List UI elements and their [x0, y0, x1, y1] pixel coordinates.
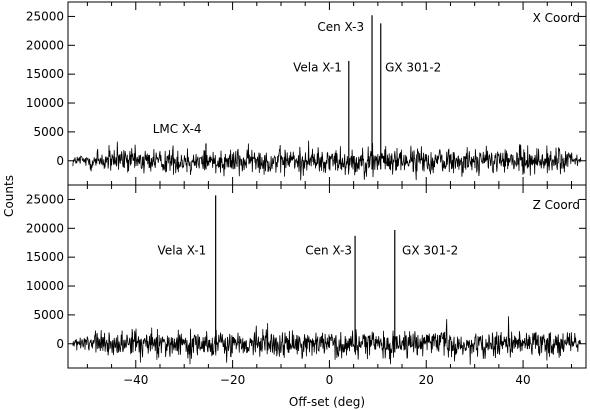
x-axis-title: Off-set (deg) — [289, 395, 365, 409]
bottom-ytick-label: 15000 — [26, 250, 64, 264]
top-ytick-label: 25000 — [26, 9, 64, 23]
bottom-panel-series — [72, 195, 582, 365]
top-ytick-label: 5000 — [33, 125, 64, 139]
bottom-panel-ticks: 0 5000 10000 15000 20000 25000 −40 −20 0 20 40 — [26, 185, 586, 387]
top-source-label: Cen X-3 — [317, 20, 364, 34]
top-panel-ticks: 0 5000 10000 15000 20000 25000 — [26, 2, 586, 185]
top-panel-labels: LMC X-4 Vela X-1 Cen X-3 GX 301-2 — [153, 20, 442, 136]
top-source-label: GX 301-2 — [385, 60, 441, 74]
xtick-label: −40 — [123, 373, 148, 387]
xtick-label: 40 — [515, 373, 530, 387]
xtick-label: 0 — [326, 373, 334, 387]
bottom-ytick-label: 25000 — [26, 192, 64, 206]
top-ytick-label: 0 — [56, 154, 64, 168]
top-corner-label: X Coord — [533, 11, 580, 25]
bottom-noise-trace — [72, 316, 582, 365]
top-panel-series — [72, 15, 582, 181]
top-ytick-label: 15000 — [26, 67, 64, 81]
bottom-ytick-label: 0 — [56, 337, 64, 351]
top-source-label: Vela X-1 — [293, 60, 342, 74]
top-ytick-label: 10000 — [26, 96, 64, 110]
bottom-ytick-label: 10000 — [26, 279, 64, 293]
y-axis-title: Counts — [2, 175, 16, 217]
bottom-ytick-label: 20000 — [26, 221, 64, 235]
xtick-label: −20 — [220, 373, 245, 387]
bottom-source-label: GX 301-2 — [402, 243, 458, 257]
bottom-panel-frame — [67, 184, 587, 369]
bottom-panel-labels: Vela X-1 Cen X-3 GX 301-2 — [158, 243, 459, 257]
top-source-label: LMC X-4 — [153, 122, 202, 136]
top-noise-trace — [72, 140, 582, 181]
top-ytick-label: 20000 — [26, 38, 64, 52]
bottom-source-label: Cen X-3 — [305, 243, 352, 257]
bottom-corner-label: Z Coord — [533, 198, 580, 212]
bottom-source-label: Vela X-1 — [158, 243, 207, 257]
bottom-ytick-label: 5000 — [33, 308, 64, 322]
xtick-label: 20 — [419, 373, 434, 387]
